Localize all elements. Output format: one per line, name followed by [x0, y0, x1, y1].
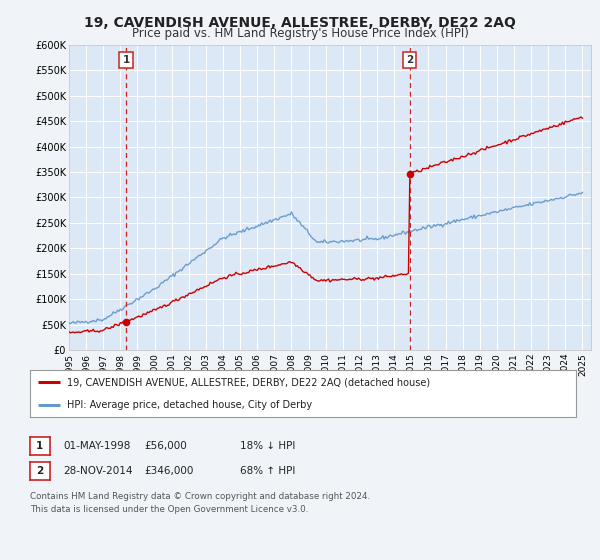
Text: £346,000: £346,000: [144, 466, 193, 476]
Text: £56,000: £56,000: [144, 441, 187, 451]
Text: 68% ↑ HPI: 68% ↑ HPI: [240, 466, 295, 476]
Text: 2: 2: [406, 55, 413, 65]
Text: 1: 1: [36, 441, 44, 451]
Text: Contains HM Land Registry data © Crown copyright and database right 2024.
This d: Contains HM Land Registry data © Crown c…: [30, 492, 370, 514]
Text: 18% ↓ HPI: 18% ↓ HPI: [240, 441, 295, 451]
Text: 01-MAY-1998: 01-MAY-1998: [63, 441, 130, 451]
Text: 1: 1: [122, 55, 130, 65]
Text: 28-NOV-2014: 28-NOV-2014: [63, 466, 133, 476]
Text: 19, CAVENDISH AVENUE, ALLESTREE, DERBY, DE22 2AQ (detached house): 19, CAVENDISH AVENUE, ALLESTREE, DERBY, …: [67, 377, 430, 388]
Text: 19, CAVENDISH AVENUE, ALLESTREE, DERBY, DE22 2AQ: 19, CAVENDISH AVENUE, ALLESTREE, DERBY, …: [84, 16, 516, 30]
Text: Price paid vs. HM Land Registry's House Price Index (HPI): Price paid vs. HM Land Registry's House …: [131, 27, 469, 40]
Text: HPI: Average price, detached house, City of Derby: HPI: Average price, detached house, City…: [67, 400, 312, 410]
Text: 2: 2: [36, 466, 44, 476]
